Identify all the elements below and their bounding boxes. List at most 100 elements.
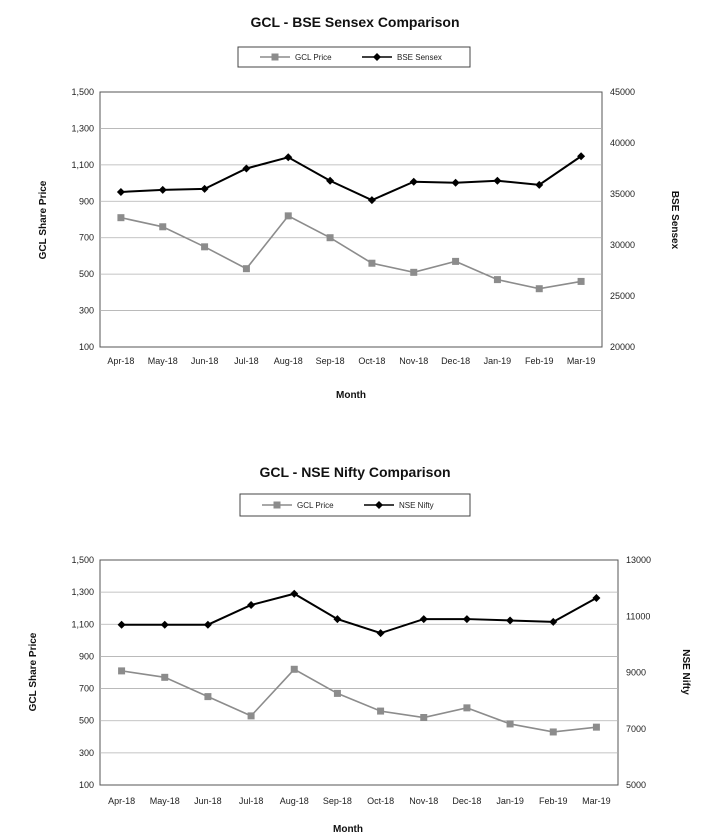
chart-1-y2-tick: 40000 — [610, 138, 635, 148]
chart-2-y2-tick: 11000 — [626, 611, 650, 621]
chart-1-series-group — [116, 152, 586, 293]
chart-1-y2-ticks: 20000 25000 30000 35000 40000 45000 — [610, 87, 635, 352]
chart-1-x-tick: Apr-18 — [107, 356, 134, 366]
data-point-0-5 — [326, 234, 334, 242]
chart-2-legend-marker-1 — [375, 501, 383, 509]
data-point-1-10 — [549, 617, 558, 626]
chart-2-y-tick: 300 — [79, 748, 94, 758]
chart-nse-nifty: GCL - NSE Nifty Comparison GCL Price NSE… — [28, 464, 691, 835]
data-point-1-6 — [376, 629, 385, 638]
chart-2-x-tick: Oct-18 — [367, 796, 394, 806]
data-point-1-8 — [451, 178, 460, 187]
data-point-1-1 — [160, 620, 169, 629]
chart-2-y-tick: 700 — [79, 684, 94, 694]
chart-1-x-tick: Oct-18 — [358, 356, 385, 366]
data-point-1-0 — [117, 620, 126, 629]
chart-2-x-tick: Mar-19 — [582, 796, 611, 806]
chart-1-y2-tick: 25000 — [610, 291, 635, 301]
data-point-0-4 — [284, 212, 292, 220]
chart-bse-sensex: GCL - BSE Sensex Comparison GCL Price BS… — [38, 14, 680, 401]
data-point-0-5 — [333, 689, 341, 697]
data-point-0-10 — [535, 285, 543, 293]
data-point-1-11 — [577, 152, 586, 161]
chart-1-legend-label-1: BSE Sensex — [397, 53, 442, 62]
chart-1-y-tick: 300 — [79, 306, 94, 316]
data-point-0-7 — [420, 714, 428, 721]
chart-2-x-tick: Apr-18 — [108, 796, 135, 806]
chart-2-y2-tick: 9000 — [626, 668, 646, 678]
data-point-1-4 — [284, 153, 293, 162]
chart-2-y2-axis-title: NSE Nifty — [680, 649, 691, 695]
chart-2-x-tick: Sep-18 — [323, 796, 352, 806]
data-point-1-2 — [203, 620, 212, 629]
data-point-1-3 — [247, 601, 256, 609]
chart-1-x-tick: Dec-18 — [441, 356, 470, 366]
chart-1-x-tick: Sep-18 — [316, 356, 345, 366]
chart-2-x-tick: Jun-18 — [194, 796, 222, 806]
chart-2-x-axis-title: Month — [333, 824, 363, 835]
series-line-1 — [120, 155, 582, 202]
data-point-1-8 — [462, 615, 471, 624]
data-point-0-1 — [159, 223, 167, 231]
chart-1-y-tick: 900 — [79, 196, 94, 206]
chart-1-y-tick: 1,100 — [71, 160, 94, 170]
chart-2-x-tick: Dec-18 — [452, 796, 481, 806]
chart-1-x-axis-title: Month — [336, 390, 366, 401]
chart-2-legend-label-0: GCL Price — [297, 501, 334, 510]
data-point-0-9 — [506, 720, 514, 728]
chart-1-title: GCL - BSE Sensex Comparison — [250, 14, 459, 30]
data-point-1-3 — [242, 164, 251, 173]
chart-1-y2-tick: 45000 — [610, 87, 635, 97]
chart-1-legend-marker-1 — [373, 53, 381, 61]
data-point-1-4 — [290, 589, 299, 598]
data-point-0-11 — [592, 723, 600, 731]
chart-1-y-ticks: 100 300 500 700 900 1,100 1,300 1,500 — [71, 87, 94, 352]
chart-2-plot-area — [99, 559, 619, 786]
data-point-1-5 — [333, 615, 342, 624]
data-point-0-2 — [204, 693, 212, 701]
data-point-0-8 — [463, 704, 471, 712]
chart-2-y-tick: 1,300 — [71, 587, 94, 597]
chart-1-x-tick: Jun-18 — [191, 356, 219, 366]
chart-2-x-tick: Aug-18 — [280, 796, 309, 806]
series-line-0 — [121, 668, 597, 733]
data-point-1-11 — [592, 593, 601, 602]
chart-2-legend-marker-0 — [273, 501, 281, 509]
chart-2-y-ticks: 100 300 500 700 900 1,100 1,300 1,500 — [71, 555, 94, 790]
data-point-0-6 — [377, 707, 385, 715]
chart-2-y2-tick: 5000 — [626, 780, 646, 790]
chart-2-y2-ticks: 5000 7000 9000 11000 13000 — [626, 555, 651, 790]
chart-2-y-tick: 900 — [79, 651, 94, 661]
chart-1-x-tick: Nov-18 — [399, 356, 428, 366]
data-point-1-9 — [506, 616, 515, 625]
series-line-0 — [120, 214, 582, 290]
data-point-1-10 — [535, 180, 544, 189]
chart-2-series-group — [117, 589, 601, 736]
data-point-1-9 — [493, 176, 502, 185]
chart-1-x-tick: May-18 — [148, 356, 178, 366]
data-point-0-7 — [410, 268, 418, 276]
data-point-0-0 — [117, 214, 125, 222]
data-point-1-5 — [326, 176, 335, 185]
chart-1-y-axis-title: GCL Share Price — [38, 180, 49, 259]
chart-2-x-tick: Feb-19 — [539, 796, 568, 806]
data-point-0-3 — [247, 712, 255, 720]
data-point-1-7 — [419, 615, 428, 624]
chart-1-y2-axis-title: BSE Sensex — [669, 191, 680, 250]
chart-2-x-tick: Jul-18 — [239, 796, 264, 806]
chart-2-x-tick: Jan-19 — [496, 796, 524, 806]
series-line-1 — [121, 592, 597, 635]
chart-1-y-tick: 1,500 — [71, 87, 94, 97]
chart-2-y-tick: 1,500 — [71, 555, 94, 565]
chart-1-y-tick: 500 — [79, 269, 94, 279]
chart-2-x-ticks: Apr-18 May-18 Jun-18 Jul-18 Aug-18 Sep-1… — [108, 796, 611, 806]
chart-1-y2-tick: 30000 — [610, 240, 635, 250]
data-point-0-11 — [577, 277, 585, 285]
data-point-1-1 — [158, 185, 167, 194]
data-point-1-0 — [116, 187, 125, 196]
chart-1-gridlines — [100, 128, 602, 311]
chart-1-legend-box — [237, 46, 471, 68]
chart-1-x-tick: Mar-19 — [567, 356, 596, 366]
chart-2-y-tick: 100 — [79, 780, 94, 790]
